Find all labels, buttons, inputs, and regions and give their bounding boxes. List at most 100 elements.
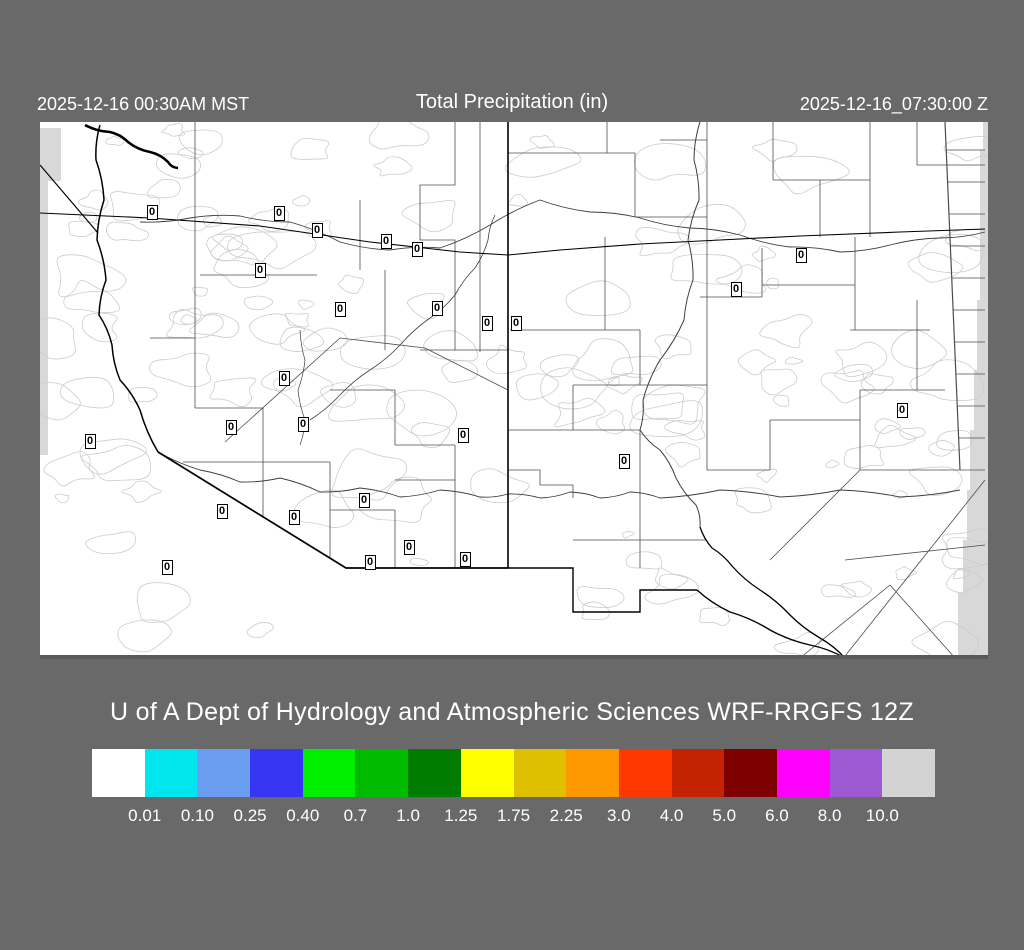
terrain-contour [290,137,330,160]
station-value-marker: 0 [146,204,158,220]
terrain-contour [759,314,813,349]
terrain-contour [146,178,181,199]
terrain-contour [664,420,706,441]
river-line [139,199,986,253]
station-value-marker: 0 [273,205,285,221]
map-line [40,212,986,256]
terrain-contour [773,155,850,195]
terrain-contour [68,221,100,237]
map-line [157,451,508,569]
terrain-contour [911,621,980,659]
terrain-contour [784,357,804,365]
station-value-marker: 0 [795,247,807,263]
terrain-contour [946,568,984,593]
terrain-contour [337,274,365,295]
colorbar-tick-label: 0.01 [128,806,162,825]
terrain-contour [105,221,150,242]
terrain-contour [670,253,743,285]
terrain-contour [78,211,98,223]
terrain-contour [206,226,278,266]
attribution-caption: U of A Dept of Hydrology and Atmospheric… [110,698,914,726]
map-line [769,469,861,561]
terrain-contour [825,459,840,469]
terrain-contour [441,359,478,383]
terrain-contour [81,445,152,482]
terrain-contour [943,135,988,162]
station-value-marker: 0 [618,453,630,469]
terrain-contour [629,400,704,438]
terrain-contour [177,147,204,160]
left-domain-edge-band [40,128,61,455]
precipitation-colorbar [92,749,935,797]
colorbar-tick-label: 0.10 [180,806,214,825]
terrain-contour [410,422,450,448]
station-value-marker: 0 [254,262,266,278]
terrain-contour [751,245,776,262]
terrain-contour [121,480,162,503]
run-init-timestamp: 2025-12-16 00:30AM MST [37,94,250,114]
terrain-contour [843,445,885,469]
terrain-contour [625,551,663,570]
terrain-contour [246,622,274,639]
terrain-contour [952,569,970,579]
terrain-contour [210,235,249,262]
terrain-contour [78,189,109,211]
terrain-contour [677,204,746,245]
terrain-contour [368,122,430,150]
colorbar-tick-label: 8.0 [817,806,842,825]
station-value-marker: 0 [403,539,415,555]
map-line [844,479,986,657]
station-value-marker: 0 [364,554,376,570]
colorbar-tick-label: 4.0 [659,806,684,825]
colorbar-tick-label: 1.25 [444,806,478,825]
terrain-contour [243,295,274,311]
terrain-contour [373,156,413,177]
terrain-contour [507,193,528,207]
river-line [699,526,846,659]
terrain-contour [304,220,332,236]
terrain-contour [401,199,456,233]
map-line [889,584,956,659]
terrain-contour [752,138,798,162]
terrain-contour [85,531,137,555]
river-line [157,451,661,499]
terrain-contour [899,427,926,441]
terrain-contour [895,566,917,581]
terrain-contour [227,231,317,270]
terrain-contour [149,352,212,388]
terrain-contour [539,354,579,378]
terrain-contour [105,135,125,146]
terrain-contour [298,299,315,310]
terrain-contour [874,418,901,434]
river-line [639,122,701,528]
terrain-contour [734,487,772,514]
terrain-contour [160,123,186,137]
station-value-marker: 0 [311,222,323,238]
terrain-contour [386,389,457,437]
colorbar-tick-label: 1.0 [396,806,420,825]
terrain-contour [136,582,191,623]
terrain-contour [54,493,70,504]
terrain-contour [486,344,528,375]
station-value-marker: 0 [896,402,908,418]
river-line [659,489,961,499]
colorbar-tick-label: 0.25 [233,806,267,825]
river-line [84,123,179,170]
station-value-marker: 0 [411,241,423,257]
colorbar-cell-5 [355,749,409,797]
right-domain-edge-band [958,122,988,659]
terrain-contour [908,466,963,496]
terrain-contour [81,312,118,343]
station-value-marker: 0 [380,233,392,249]
terrain-contour [595,410,626,435]
terrain-contour [320,381,357,408]
station-value-marker: 0 [278,370,290,386]
terrain-contour [576,586,625,608]
colorbar-cell-4 [302,749,356,797]
colorbar-tick-label: 6.0 [765,806,789,825]
terrain-contour [715,264,766,294]
river-line [95,124,159,453]
colorbar-cell-1 [144,749,198,797]
terrain-contour [554,398,606,428]
terrain-contour [941,537,988,570]
